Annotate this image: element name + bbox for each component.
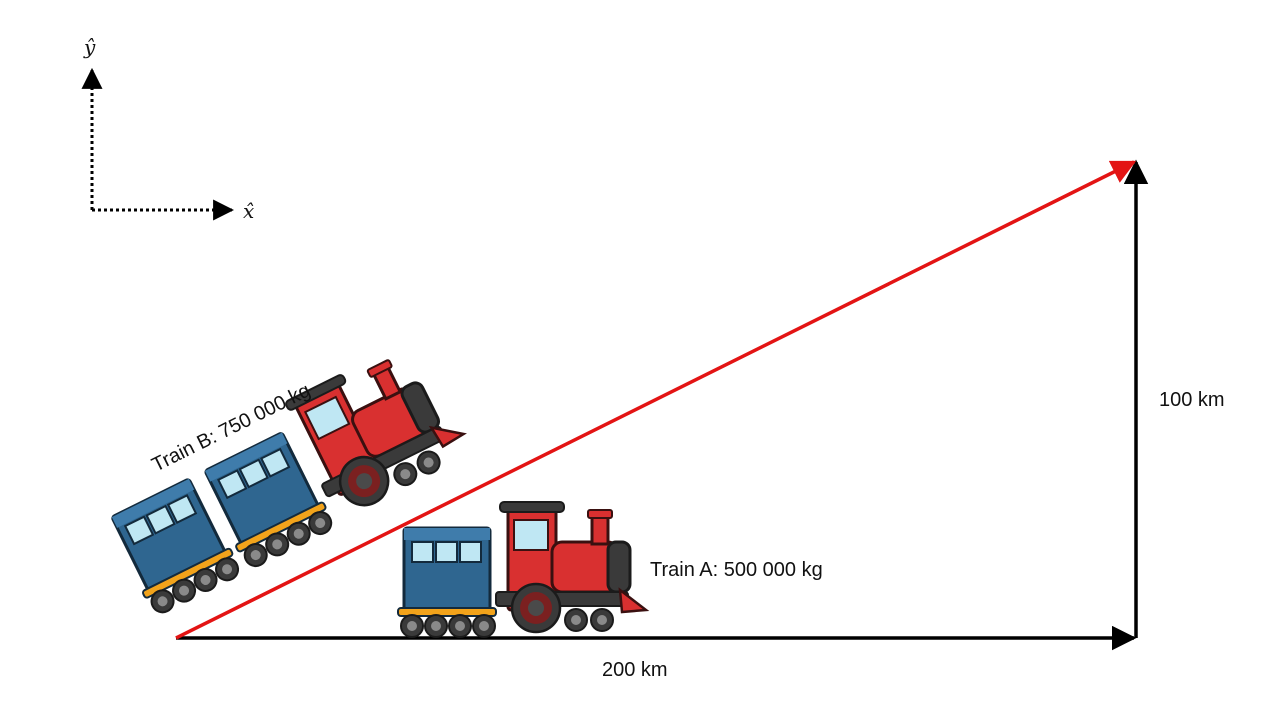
horizontal-distance-label: 200 km bbox=[602, 659, 668, 681]
y-unit-vector-label: ŷ bbox=[83, 35, 96, 59]
x-unit-vector-label: x̂ bbox=[243, 199, 254, 223]
train-a bbox=[398, 502, 646, 637]
train-a-locomotive bbox=[496, 502, 646, 632]
coordinate-axes: ŷ x̂ bbox=[81, 35, 254, 223]
vertical-distance-label: 100 km bbox=[1159, 389, 1225, 411]
displacement-arrow bbox=[175, 160, 1137, 640]
train-a-carriage bbox=[398, 528, 496, 637]
train-a-label: Train A: 500 000 kg bbox=[650, 559, 823, 581]
